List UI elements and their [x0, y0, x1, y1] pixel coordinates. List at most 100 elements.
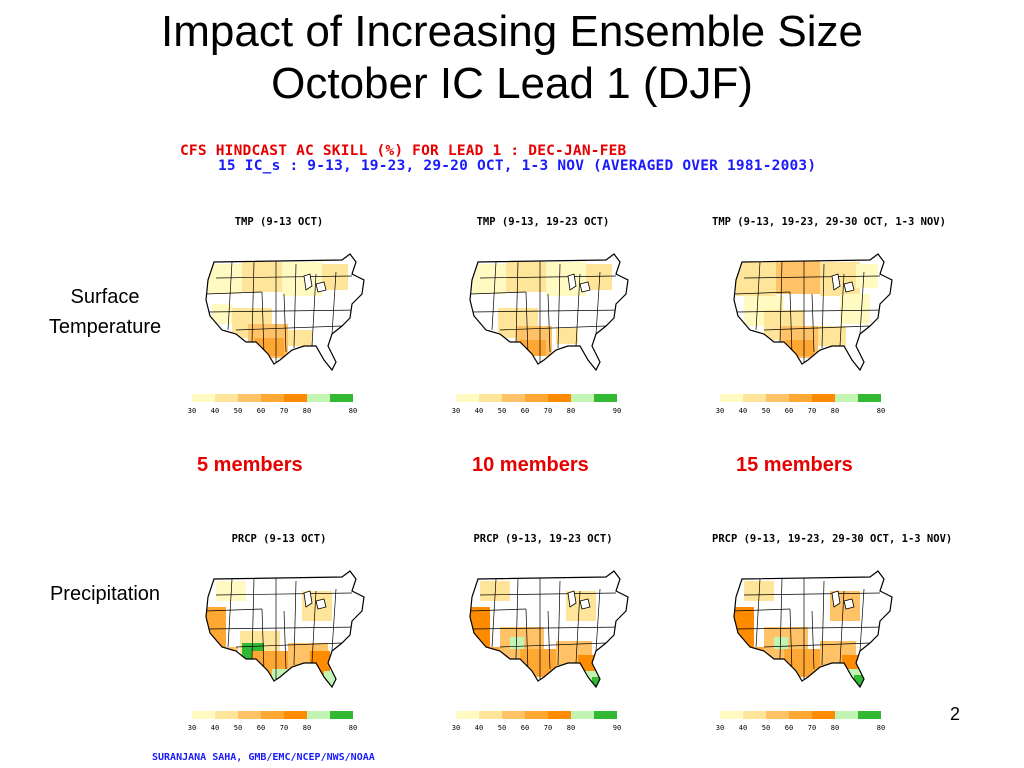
colorbar-swatch: [502, 711, 525, 719]
colorbar-tick-label: 40: [475, 407, 483, 415]
colorbar-swatch: [456, 711, 479, 719]
colorbar-tick-label: 50: [234, 724, 242, 732]
colorbar-swatch: [479, 394, 502, 402]
colorbar-swatch: [720, 394, 743, 402]
colorbar-tick-label: 40: [739, 407, 747, 415]
colorbar: 30 40 50 60 70 80 90: [452, 394, 621, 415]
author-credit: SURANJANA SAHA, GMB/EMC/NCEP/NWS/NOAA: [152, 752, 375, 763]
colorbar-tick-label: 40: [211, 407, 219, 415]
colorbar-swatch: [502, 394, 525, 402]
figure-header-line-2: 15 IC_s : 9-13, 19-23, 29-20 OCT, 1-3 NO…: [218, 158, 817, 174]
colorbar-tick-label: 80: [567, 407, 575, 415]
figure-header-line-1: CFS HINDCAST AC SKILL (%) FOR LEAD 1 : D…: [180, 143, 627, 159]
usa-skill-map: [733, 570, 893, 689]
colorbar-tick-label: 50: [498, 724, 506, 732]
label-10-members: 10 members: [472, 454, 589, 476]
colorbar: 30 40 50 60 70 80 90: [452, 711, 621, 732]
colorbar-swatch: [548, 711, 571, 719]
colorbar-swatch: [835, 394, 858, 402]
colorbar-tick-label: 70: [280, 407, 288, 415]
colorbar-swatch: [789, 711, 812, 719]
colorbar: 30 40 50 60 70 80 80: [716, 394, 885, 415]
colorbar-swatch: [594, 711, 617, 719]
colorbar-swatch: [812, 394, 835, 402]
colorbar-swatch: [215, 394, 238, 402]
colorbar-tick-label: 30: [452, 407, 460, 415]
colorbar-tick-label: 70: [544, 407, 552, 415]
colorbar-tick-label: 90: [613, 407, 621, 415]
row-label-precipitation: Precipitation: [49, 583, 161, 605]
colorbar-swatch: [858, 394, 881, 402]
title-line-1: Impact of Increasing Ensemble Size: [161, 7, 863, 56]
colorbar-tick-label: 80: [349, 407, 357, 415]
colorbar-swatch: [766, 711, 789, 719]
colorbar-swatch: [261, 711, 284, 719]
colorbar-swatch: [238, 711, 261, 719]
colorbar-tick-label: 70: [808, 407, 816, 415]
colorbar-tick-label: 60: [785, 724, 793, 732]
colorbar-swatch: [192, 394, 215, 402]
colorbar-tick-label: 30: [716, 724, 724, 732]
colorbar-tick-label: 60: [257, 407, 265, 415]
colorbar-swatch: [720, 711, 743, 719]
colorbar-tick-label: 50: [762, 724, 770, 732]
panel-tmp-15-members: TMP (9-13, 19-23, 29-30 OCT, 1-3 NOV) 30…: [712, 216, 946, 426]
panel-title: PRCP (9-13, 19-23, 29-30 OCT, 1-3 NOV): [712, 533, 953, 545]
colorbar-tick-label: 70: [280, 724, 288, 732]
colorbar-tick-label: 90: [613, 724, 621, 732]
label-5-members: 5 members: [197, 454, 303, 476]
colorbar-tick-label: 80: [303, 724, 311, 732]
colorbar-swatch: [284, 394, 307, 402]
colorbar-tick-label: 80: [877, 407, 885, 415]
colorbar-swatch: [238, 394, 261, 402]
colorbar-swatch: [261, 394, 284, 402]
colorbar-swatch: [835, 711, 858, 719]
panel-title: PRCP (9-13 OCT): [231, 533, 327, 545]
colorbar-swatch: [192, 711, 215, 719]
colorbar-tick-label: 80: [567, 724, 575, 732]
colorbar-swatch: [215, 711, 238, 719]
colorbar-swatch: [789, 394, 812, 402]
usa-skill-map: [733, 253, 893, 372]
colorbar-swatch: [307, 394, 330, 402]
colorbar-tick-label: 80: [303, 407, 311, 415]
row-label-temperature-line-1: Surface: [70, 286, 140, 308]
panel-tmp-5-members: TMP (9-13 OCT) 30 40 50 60 70 80 80: [184, 216, 374, 426]
panel-prcp-15-members: PRCP (9-13, 19-23, 29-30 OCT, 1-3 NOV) 3…: [712, 533, 953, 743]
row-label-surface-temperature: Surface Temperature: [30, 282, 180, 342]
colorbar: 30 40 50 60 70 80 80: [716, 711, 885, 732]
colorbar-swatch: [743, 711, 766, 719]
colorbar: 30 40 50 60 70 80 80: [188, 394, 357, 415]
colorbar-swatch: [525, 394, 548, 402]
usa-skill-map: [469, 253, 629, 372]
label-15-members: 15 members: [736, 454, 853, 476]
colorbar-swatch: [330, 711, 353, 719]
colorbar-tick-label: 80: [831, 724, 839, 732]
colorbar-swatch: [743, 394, 766, 402]
colorbar-swatch: [858, 711, 881, 719]
colorbar-tick-label: 30: [188, 407, 196, 415]
panel-prcp-10-members: PRCP (9-13, 19-23 OCT) 30 40 50 60 70 80 90: [448, 533, 638, 743]
panel-title: TMP (9-13, 19-23, 29-30 OCT, 1-3 NOV): [712, 216, 946, 228]
panel-title: PRCP (9-13, 19-23 OCT): [473, 533, 613, 545]
colorbar-tick-label: 30: [188, 724, 196, 732]
colorbar-tick-label: 30: [452, 724, 460, 732]
colorbar-tick-label: 40: [739, 724, 747, 732]
colorbar-swatch: [479, 711, 502, 719]
colorbar-tick-label: 80: [349, 724, 357, 732]
colorbar-tick-label: 50: [762, 407, 770, 415]
colorbar-tick-label: 40: [211, 724, 219, 732]
colorbar-swatch: [284, 711, 307, 719]
colorbar-tick-label: 50: [234, 407, 242, 415]
colorbar-swatch: [594, 394, 617, 402]
usa-skill-map: [205, 253, 365, 372]
colorbar-tick-label: 60: [521, 407, 529, 415]
colorbar: 30 40 50 60 70 80 80: [188, 711, 357, 732]
page-number: 2: [950, 704, 961, 724]
colorbar-swatch: [571, 711, 594, 719]
colorbar-tick-label: 60: [257, 724, 265, 732]
colorbar-swatch: [766, 394, 789, 402]
colorbar-swatch: [525, 711, 548, 719]
colorbar-tick-label: 70: [808, 724, 816, 732]
colorbar-swatch: [307, 711, 330, 719]
